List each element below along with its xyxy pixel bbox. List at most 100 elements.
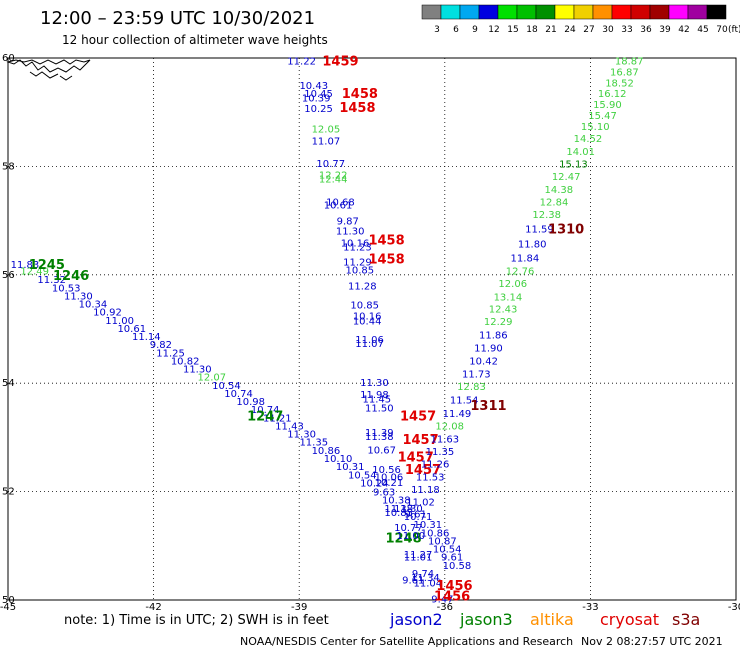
wave-height-label: 11.18: [411, 485, 440, 496]
wave-height-label: 10.85: [346, 265, 375, 276]
wave-height-label: 11.39: [365, 428, 394, 439]
wave-height-label: 11.35: [426, 447, 455, 458]
pass-time-label: 1245: [29, 258, 65, 273]
wave-height-label: 12.76: [506, 266, 535, 277]
color-swatch: [459, 4, 480, 20]
color-swatch: [687, 4, 708, 20]
wave-height-label: 12.29: [484, 317, 513, 328]
wave-height-label: 11.27: [404, 550, 433, 561]
wave-height-label: 9.61: [405, 509, 427, 520]
color-swatch: [592, 4, 613, 20]
wave-height-label: 12.06: [498, 279, 527, 290]
pass-time-label: 1457: [398, 450, 434, 465]
wave-height-label: 11.26: [421, 459, 450, 470]
wave-height-label: 10.61: [117, 324, 146, 335]
scale-tick-label: 39: [659, 25, 671, 35]
wave-height-label: 12.43: [489, 304, 518, 315]
wave-height-label: 12.44: [319, 174, 348, 185]
mission-legend-s3a: s3a: [672, 610, 700, 629]
wave-height-label: 10.85: [384, 508, 413, 519]
wave-height-label: 10.38: [382, 496, 411, 507]
pass-time-label: 1459: [322, 55, 358, 70]
pass-time-label: 1458: [368, 234, 404, 249]
pass-time-label: 1458: [339, 101, 375, 116]
mission-legend: jason2 jason3 altika cryosat s3a: [389, 610, 700, 629]
pass-time-label: 1458: [342, 87, 378, 102]
wave-height-label: 10.71: [404, 512, 433, 523]
wave-height-label: 11.25: [156, 348, 185, 359]
pass-time-label: 1456: [434, 590, 470, 605]
wave-height-label: 10.45: [304, 89, 333, 100]
wave-height-label: 10.58: [443, 561, 472, 572]
lon-tick-label: -36: [437, 602, 453, 613]
color-swatch: [554, 4, 575, 20]
wave-height-label: 12.84: [540, 198, 569, 209]
wave-height-label: 9.87: [337, 217, 359, 228]
wave-height-label: 10.16: [341, 238, 370, 249]
plot-area: -45-42-39-36-33-30505254565860 11.8312.4…: [0, 53, 740, 613]
coastline: [6, 59, 91, 73]
wave-height-label: 9.74: [412, 569, 434, 580]
wave-height-label: 11.22: [287, 57, 316, 68]
wave-height-label: 10.56: [372, 465, 401, 476]
lat-tick-label: 52: [2, 487, 15, 498]
lon-tick-label: -45: [0, 602, 16, 613]
wave-height-label: 18.52: [605, 78, 634, 89]
wave-height-label: 11.45: [363, 394, 392, 405]
wave-height-label: 11.73: [462, 369, 491, 380]
wave-height-label: 12.05: [312, 124, 341, 135]
wave-height-label: 10.74: [224, 389, 253, 400]
wave-height-label: 16.12: [598, 89, 627, 100]
wave-height-label: 12.47: [552, 172, 581, 183]
color-swatch: [573, 4, 594, 20]
wave-height-label: 10.43: [299, 81, 328, 92]
pass-time-label: 1458: [368, 253, 404, 268]
wave-height-label: 10.86: [421, 528, 450, 539]
wave-height-label: 15.10: [581, 122, 610, 133]
mission-legend-jason2: jason2: [389, 610, 443, 629]
wave-height-label: 11.90: [474, 343, 503, 354]
scale-tick-label: 3: [434, 25, 440, 35]
map-title: 12:00 – 23:59 UTC 10/30/2021: [40, 8, 315, 29]
wave-height-label: 11.38: [384, 504, 413, 515]
wave-height-label: 11.86: [479, 330, 508, 341]
scale-tick-label: 18: [526, 25, 538, 35]
wave-height-label: 11.29: [343, 257, 372, 268]
wave-height-label: 10.77: [316, 159, 345, 170]
lat-tick-label: 50: [2, 595, 15, 606]
wave-height-label: 11.23: [343, 243, 372, 254]
wave-height-label: 11.04: [413, 579, 442, 590]
wave-height-label: 11.28: [348, 282, 377, 293]
wave-height-label: 9.61: [402, 575, 424, 586]
wave-height-label: 10.85: [350, 301, 379, 312]
wave-height-label: 11.30: [183, 365, 212, 376]
wave-height-label: 10.34: [79, 300, 108, 311]
scale-tick-label: 33: [621, 25, 632, 35]
wave-height-label: 11.53: [416, 472, 445, 483]
wave-height-label: 15.47: [588, 111, 617, 122]
scale-tick-label: 45: [697, 25, 708, 35]
wave-height-label: 10.98: [236, 397, 265, 408]
wave-height-label: 11.06: [355, 335, 384, 346]
color-swatch: [421, 4, 442, 20]
wave-height-label: 11.50: [365, 404, 394, 415]
color-swatch: [611, 4, 632, 20]
wave-height-label: 10.10: [324, 454, 353, 465]
wave-height-label: 10.86: [312, 446, 341, 457]
wave-height-label: 10.44: [353, 316, 382, 327]
wave-height-label: 16.87: [610, 68, 639, 79]
scale-tick-label: 24: [564, 25, 576, 35]
wave-height-label: 13.14: [494, 292, 523, 303]
wave-height-label: 11.98: [360, 390, 389, 401]
wave-height-label: 11.14: [132, 332, 161, 343]
wave-height-label: 10.06: [375, 472, 404, 483]
wave-height-label: 11.30: [360, 378, 389, 389]
wave-height-label: 15.90: [593, 100, 622, 111]
wave-height-label: 9.61: [441, 553, 463, 564]
pass-time-label: 1457: [402, 433, 438, 448]
lon-tick-label: -39: [291, 602, 307, 613]
wave-height-label: 10.74: [251, 405, 280, 416]
lat-tick-label: 56: [2, 270, 15, 281]
wave-height-label: 10.25: [304, 104, 333, 115]
